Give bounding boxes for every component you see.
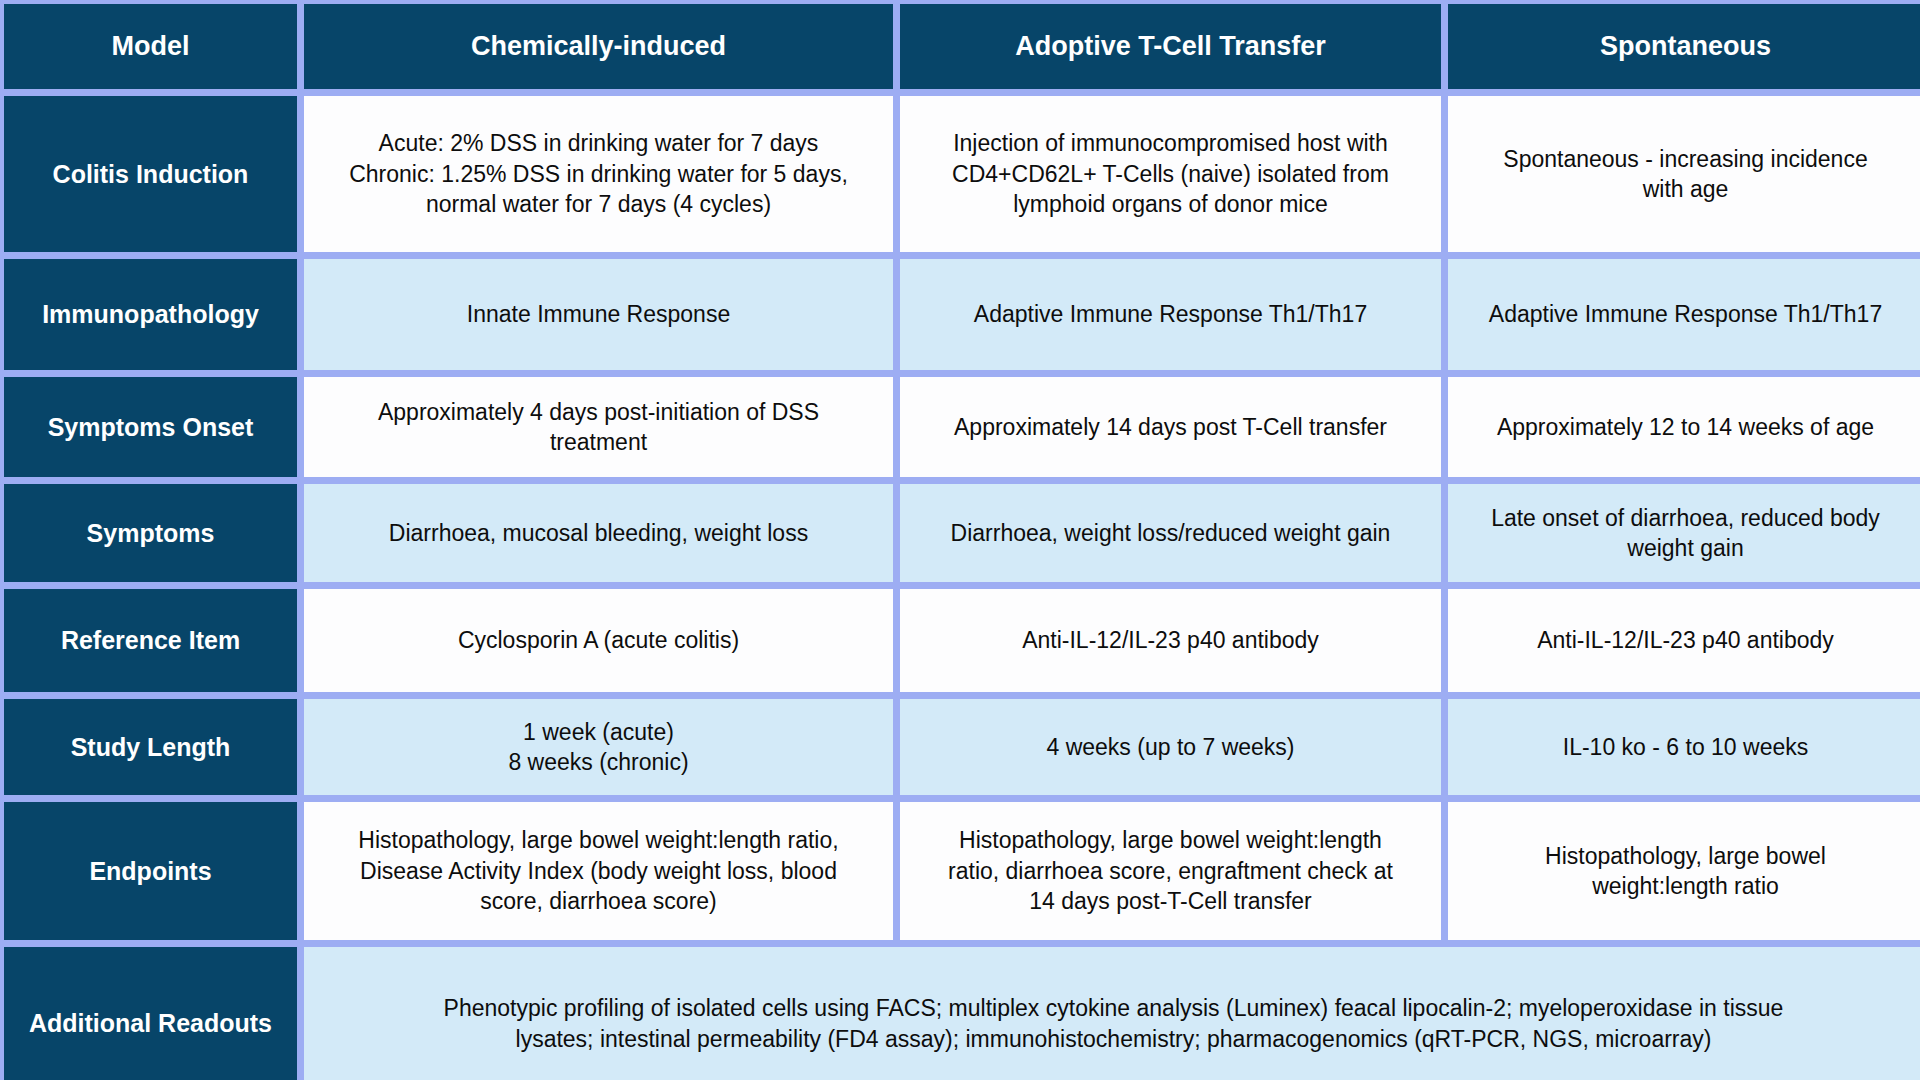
row-label-reference-item: Reference Item [1,586,301,696]
cell-immunopathology-adoptive: Adaptive Immune Response Th1/Th17 [897,256,1445,374]
cell-colitis-induction-chemically: Acute: 2% DSS in drinking water for 7 da… [301,93,897,256]
cell-symptoms-onset-chemically: Approximately 4 days post-initiation of … [301,374,897,481]
table-row-immunopathology: Immunopathology Innate Immune Response A… [1,256,1920,374]
row-label-symptoms-onset: Symptoms Onset [1,374,301,481]
cell-reference-item-spontaneous: Anti-IL-12/IL-23 p40 antibody [1445,586,1920,696]
table-row-reference-item: Reference Item Cyclosporin A (acute coli… [1,586,1920,696]
cell-immunopathology-chemically: Innate Immune Response [301,256,897,374]
row-label-endpoints: Endpoints [1,799,301,944]
cell-colitis-induction-adoptive: Injection of immunocompromised host with… [897,93,1445,256]
column-header-adoptive-t-cell-transfer: Adoptive T-Cell Transfer [897,1,1445,93]
cell-immunopathology-spontaneous: Adaptive Immune Response Th1/Th17 [1445,256,1920,374]
cell-endpoints-chemically: Histopathology, large bowel weight:lengt… [301,799,897,944]
cell-additional-readouts-merged: Phenotypic profiling of isolated cells u… [301,944,1920,1080]
cell-endpoints-adoptive: Histopathology, large bowel weight:lengt… [897,799,1445,944]
column-header-model: Model [1,1,301,93]
table-row-symptoms: Symptoms Diarrhoea, mucosal bleeding, we… [1,481,1920,586]
cell-symptoms-spontaneous: Late onset of diarrhoea, reduced body we… [1445,481,1920,586]
cell-symptoms-chemically: Diarrhoea, mucosal bleeding, weight loss [301,481,897,586]
cell-colitis-induction-spontaneous: Spontaneous - increasing incidence with … [1445,93,1920,256]
colitis-models-table: Model Chemically-induced Adoptive T-Cell… [0,0,1920,1080]
column-header-spontaneous: Spontaneous [1445,1,1920,93]
table-row-colitis-induction: Colitis Induction Acute: 2% DSS in drink… [1,93,1920,256]
cell-study-length-adoptive: 4 weeks (up to 7 weeks) [897,696,1445,799]
column-header-chemically-induced: Chemically-induced [301,1,897,93]
row-label-colitis-induction: Colitis Induction [1,93,301,256]
cell-study-length-chemically: 1 week (acute) 8 weeks (chronic) [301,696,897,799]
table-row-additional-readouts: Additional Readouts Phenotypic profiling… [1,944,1920,1080]
cell-symptoms-onset-spontaneous: Approximately 12 to 14 weeks of age [1445,374,1920,481]
table-row-study-length: Study Length 1 week (acute) 8 weeks (chr… [1,696,1920,799]
table-row-endpoints: Endpoints Histopathology, large bowel we… [1,799,1920,944]
row-label-additional-readouts: Additional Readouts [1,944,301,1080]
row-label-study-length: Study Length [1,696,301,799]
cell-endpoints-spontaneous: Histopathology, large bowel weight:lengt… [1445,799,1920,944]
cell-reference-item-adoptive: Anti-IL-12/IL-23 p40 antibody [897,586,1445,696]
table-row-symptoms-onset: Symptoms Onset Approximately 4 days post… [1,374,1920,481]
cell-reference-item-chemically: Cyclosporin A (acute colitis) [301,586,897,696]
cell-study-length-spontaneous: IL-10 ko - 6 to 10 weeks [1445,696,1920,799]
header-row: Model Chemically-induced Adoptive T-Cell… [1,1,1920,93]
row-label-symptoms: Symptoms [1,481,301,586]
cell-symptoms-onset-adoptive: Approximately 14 days post T-Cell transf… [897,374,1445,481]
row-label-immunopathology: Immunopathology [1,256,301,374]
cell-symptoms-adoptive: Diarrhoea, weight loss/reduced weight ga… [897,481,1445,586]
